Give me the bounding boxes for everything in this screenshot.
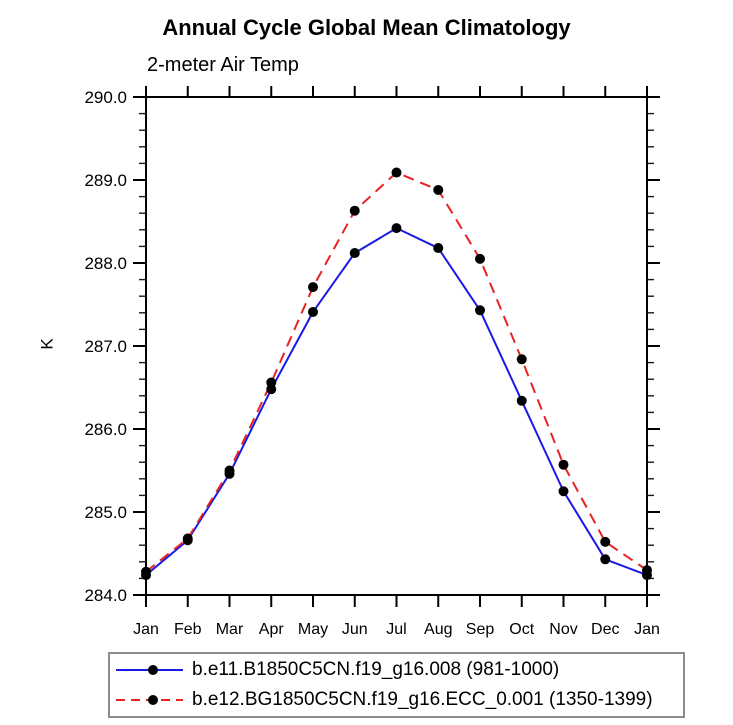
- data-point-marker: [349, 248, 360, 259]
- data-point-marker: [516, 395, 527, 406]
- y-tick-label: 288.0: [84, 254, 127, 273]
- data-point-marker: [308, 282, 318, 293]
- x-tick-label: Jul: [386, 621, 406, 638]
- y-tick-label: 285.0: [84, 503, 127, 522]
- data-point-marker: [391, 223, 402, 234]
- y-tick-label: 289.0: [84, 171, 127, 190]
- data-point-marker: [558, 486, 569, 497]
- data-point-marker: [182, 533, 193, 544]
- chart-subtitle: 2-meter Air Temp: [147, 54, 299, 76]
- legend-solid-line-sample: [116, 665, 183, 675]
- data-point-marker: [433, 184, 444, 195]
- data-point-marker: [433, 243, 444, 254]
- data-point-marker: [600, 554, 611, 565]
- x-tick-label: Apr: [259, 621, 285, 638]
- data-point-marker: [642, 565, 652, 576]
- data-point-marker: [516, 354, 527, 365]
- x-tick-label: May: [298, 621, 328, 638]
- data-point-marker: [600, 536, 611, 547]
- x-tick-label: Jan: [634, 621, 660, 638]
- chart-title: Annual Cycle Global Mean Climatology: [162, 15, 571, 40]
- data-point-marker: [308, 306, 318, 317]
- data-point-marker: [266, 377, 277, 388]
- x-tick-label: Oct: [509, 621, 534, 638]
- data-point-marker: [558, 459, 569, 470]
- data-point-marker: [475, 305, 485, 316]
- series-line-1: [145, 227, 648, 577]
- legend-dashed-line-sample: [116, 695, 183, 705]
- data-point-marker: [224, 465, 235, 476]
- x-tick-label: Jun: [342, 621, 368, 638]
- y-tick-label: 290.0: [84, 88, 127, 107]
- x-tick-label: Mar: [216, 621, 244, 638]
- x-tick-label: Sep: [466, 621, 495, 638]
- legend-box: b.e11.B1850C5CN.f19_g16.008 (981-1000) b…: [108, 652, 685, 718]
- y-tick-label: 286.0: [84, 420, 127, 439]
- x-tick-label: Jan: [133, 621, 159, 638]
- data-point-marker: [391, 167, 402, 178]
- y-tick-label: 287.0: [84, 337, 127, 356]
- legend-label-series1: b.e11.B1850C5CN.f19_g16.008 (981-1000): [192, 659, 560, 680]
- legend-marker-dot: [148, 695, 158, 705]
- x-tick-label: Dec: [591, 621, 619, 638]
- x-tick-label: Nov: [549, 621, 577, 638]
- data-point-marker: [475, 253, 485, 264]
- data-point-marker: [141, 566, 151, 577]
- legend-item-series1: b.e11.B1850C5CN.f19_g16.008 (981-1000): [115, 657, 683, 683]
- legend-label-series2: b.e12.BG1850C5CN.f19_g16.ECC_0.001 (1350…: [192, 689, 653, 710]
- data-point-marker: [349, 205, 360, 216]
- y-tick-label: 284.0: [84, 586, 127, 605]
- legend-item-series2: b.e12.BG1850C5CN.f19_g16.ECC_0.001 (1350…: [115, 687, 683, 713]
- x-tick-label: Aug: [424, 621, 452, 638]
- legend-marker-dot: [148, 665, 158, 675]
- x-tick-label: Feb: [174, 621, 202, 638]
